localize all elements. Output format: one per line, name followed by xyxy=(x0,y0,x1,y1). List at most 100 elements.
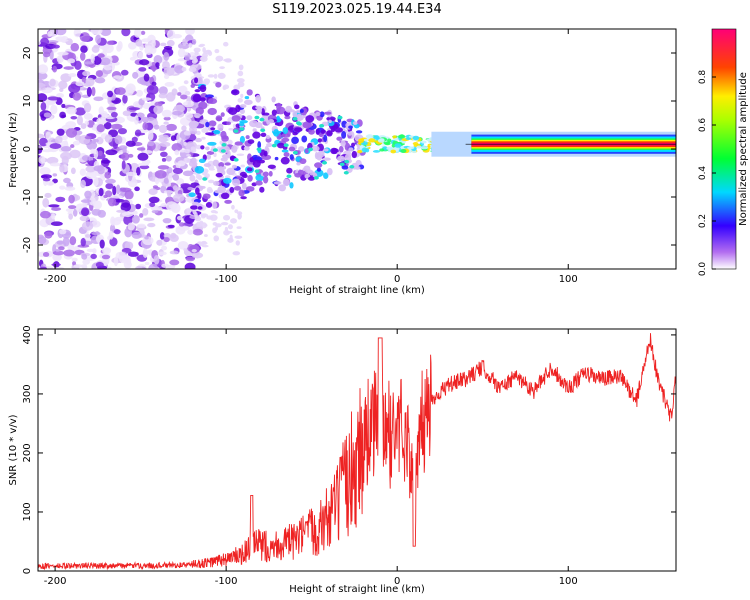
spectrogram-signal-blob xyxy=(294,104,300,110)
spectrogram-noise-blob xyxy=(38,82,46,91)
spectrogram-signal-blob xyxy=(317,138,323,143)
spectrogram-noise-blob xyxy=(56,128,65,136)
spectrogram-noise-blob xyxy=(38,133,45,139)
spectrogram-noise-blob xyxy=(80,179,86,189)
spectrogram-signal-blob xyxy=(239,119,248,124)
spectrogram-signal-blob xyxy=(309,171,316,176)
spectrogram-hotspot xyxy=(233,158,239,162)
spectrogram-hotspot xyxy=(295,121,301,125)
spectrogram-signal-blob xyxy=(234,141,243,146)
spectrogram-noise-blob xyxy=(191,252,204,259)
spectrogram-signal-blob xyxy=(202,193,211,200)
spectrogram-noise-blob xyxy=(60,146,72,152)
spectrogram-noise-blob xyxy=(177,241,189,250)
spectrogram-noise-blob xyxy=(167,224,175,229)
spectrogram-signal-blob xyxy=(276,102,282,111)
snr-ticks: -200 -100 0 100 0 100 200 300 400 xyxy=(22,325,676,587)
spectrogram-noise-blob xyxy=(96,124,105,133)
spectrogram-hotspot xyxy=(343,170,349,175)
spectrogram-hotspot xyxy=(349,164,355,169)
spectrogram-noise-blob xyxy=(73,264,83,268)
spectrogram-noise-blob xyxy=(106,40,114,45)
spectrogram-noise-blob xyxy=(144,261,150,266)
spectrogram-noise-blob xyxy=(90,53,95,63)
spectrogram-noise-blob xyxy=(79,52,86,61)
spectrogram-signal-blob xyxy=(280,156,290,165)
spectrogram-signal-blob xyxy=(207,141,217,146)
snr-frame xyxy=(37,328,677,572)
spectrogram-noise-blob xyxy=(114,135,123,145)
spectrogram-signal-blob xyxy=(247,139,255,144)
spectrogram-signal-blob xyxy=(252,159,261,168)
spectrogram-noise-blob xyxy=(230,218,238,224)
spectrogram-noise-blob xyxy=(110,111,118,118)
spectrogram-noise-blob xyxy=(201,244,209,248)
spectrogram-signal-blob xyxy=(326,130,333,137)
spectrogram-signal-blob xyxy=(215,81,222,88)
spectrogram-noise-blob xyxy=(52,250,65,256)
spectrogram-noise-blob xyxy=(38,236,47,245)
spectrogram-noise-blob xyxy=(110,195,123,199)
spectrogram-signal-blob xyxy=(220,130,227,139)
spectrogram-noise-blob xyxy=(123,215,133,226)
spectrogram-noise-blob xyxy=(38,72,48,80)
spectrogram-hotspot xyxy=(344,159,350,164)
spectrogram-noise-blob xyxy=(176,215,184,221)
spectrogram-noise-blob xyxy=(59,185,66,190)
spectrogram-noise-blob xyxy=(213,152,217,158)
snr-xlabel: Height of straight line (km) xyxy=(289,584,425,595)
spectrogram-noise-blob xyxy=(135,89,144,97)
spectrogram-noise-blob xyxy=(158,134,169,139)
spectrogram-noise-blob xyxy=(38,64,49,74)
spectrogram-noise-blob xyxy=(194,50,199,56)
spectrogram-carrier-blob xyxy=(375,136,380,141)
spectrogram-noise-blob xyxy=(151,210,159,214)
spectrogram-noise-blob xyxy=(166,39,175,47)
spectrogram-noise-blob xyxy=(213,235,220,242)
spectrogram-noise-blob xyxy=(147,34,156,45)
spectrogram-noise-blob xyxy=(121,29,131,37)
spectrogram-ytick-label: -10 xyxy=(22,189,33,205)
spectrogram-noise-blob xyxy=(160,151,168,157)
spectrogram-noise-blob xyxy=(188,66,197,73)
spectrogram-carrier-blob xyxy=(361,147,368,153)
spectrogram-signal-blob xyxy=(291,136,299,145)
spectrogram-noise-blob xyxy=(167,190,172,198)
spectrogram-noise-blob xyxy=(134,186,140,192)
spectrogram-signal-blob xyxy=(268,118,275,124)
spectrogram-noise-blob xyxy=(207,74,215,78)
spectrogram-noise-blob xyxy=(174,149,180,156)
spectrogram-signal-blob xyxy=(252,131,261,139)
colorbar-tick-label: 0.8 xyxy=(698,70,708,85)
spectrogram-noise-blob xyxy=(42,51,51,58)
colorbar-label: Normalized spectral amplitude xyxy=(738,72,749,226)
spectrogram-signal-blob xyxy=(239,171,247,177)
spectrogram-noise-blob xyxy=(101,159,111,164)
spectrogram-signal-blob xyxy=(231,178,241,187)
spectrogram-signal-blob xyxy=(215,115,223,122)
spectrogram-carrier-blob xyxy=(405,137,412,141)
spectrogram-noise-blob xyxy=(185,112,194,119)
spectrogram-noise-blob xyxy=(95,34,102,44)
spectrogram-noise-blob xyxy=(162,217,172,224)
spectrogram-noise-blob xyxy=(57,51,69,56)
spectrogram-signal-blob xyxy=(205,201,213,208)
spectrogram-signal-blob xyxy=(348,147,354,152)
spectrogram-signal-blob xyxy=(293,127,303,132)
spectrogram-noise-blob xyxy=(142,122,148,131)
spectrogram-noise-blob xyxy=(93,200,103,210)
spectrogram-noise-blob xyxy=(115,87,126,95)
spectrogram-signal-blob xyxy=(191,201,200,206)
spectrogram-noise-blob xyxy=(79,215,90,222)
spectrogram-noise-blob xyxy=(73,29,81,38)
spectrogram-noise-blob xyxy=(54,29,67,36)
spectrogram-noise-blob xyxy=(207,179,215,184)
spectrogram-hotspot xyxy=(313,176,319,180)
spectrogram-signal-blob xyxy=(336,151,342,156)
spectrogram-xtick-label: -100 xyxy=(215,274,238,285)
spectrogram-noise-blob xyxy=(163,67,175,77)
spectrogram-noise-blob xyxy=(81,221,94,231)
spectrogram-noise-blob xyxy=(186,208,191,214)
spectrogram-signal-blob xyxy=(296,115,304,121)
